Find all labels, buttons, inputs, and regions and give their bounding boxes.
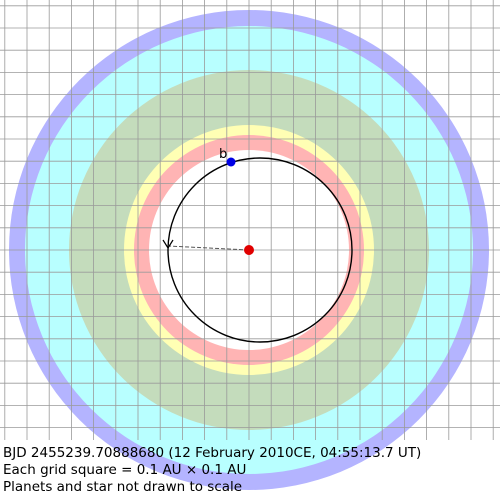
planet-b-label: b xyxy=(219,147,227,162)
periastron-line xyxy=(167,245,250,251)
planet-orbit xyxy=(167,157,353,343)
arrowhead-icon xyxy=(162,239,174,250)
grid-scale-caption: Each grid square = 0.1 AU × 0.1 AU xyxy=(3,462,247,478)
planet-b xyxy=(226,157,236,167)
scale-note-caption: Planets and star not drawn to scale xyxy=(3,479,243,495)
timestamp-caption: BJD 2455239.70888680 (12 February 2010CE… xyxy=(3,445,422,461)
grid xyxy=(0,0,500,440)
star xyxy=(244,245,254,255)
